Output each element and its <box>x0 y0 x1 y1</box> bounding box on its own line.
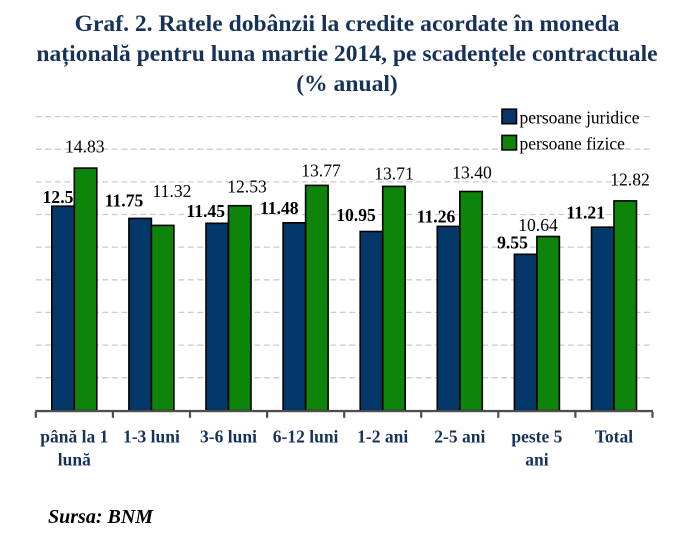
svg-text:11.48: 11.48 <box>260 198 299 218</box>
svg-text:1-2 ani: 1-2 ani <box>357 427 408 447</box>
svg-text:Sursa: BNM: Sursa: BNM <box>48 506 154 528</box>
svg-text:Total: Total <box>595 427 633 447</box>
svg-text:3-6 luni: 3-6 luni <box>200 427 257 447</box>
svg-text:(% anual): (% anual) <box>296 71 398 97</box>
svg-text:lună: lună <box>58 450 91 470</box>
svg-text:11.21: 11.21 <box>566 203 605 223</box>
svg-text:persoane juridice: persoane juridice <box>520 107 640 127</box>
svg-text:10.64: 10.64 <box>518 215 558 235</box>
svg-text:Graf. 2. Ratele dobânzii la cr: Graf. 2. Ratele dobânzii la credite acor… <box>75 11 620 37</box>
svg-text:11.26: 11.26 <box>417 206 456 226</box>
svg-text:1-3 luni: 1-3 luni <box>123 427 180 447</box>
svg-text:ani: ani <box>525 450 548 470</box>
svg-text:9.55: 9.55 <box>497 233 528 253</box>
svg-text:persoane fizice: persoane fizice <box>520 134 626 154</box>
svg-text:peste 5: peste 5 <box>511 427 562 447</box>
svg-text:2-5 ani: 2-5 ani <box>434 427 485 447</box>
svg-text:13.77: 13.77 <box>301 161 341 181</box>
svg-text:națională pentru luna martie 2: națională pentru luna martie 2014, pe sc… <box>36 41 657 67</box>
svg-text:până la 1: până la 1 <box>40 427 108 447</box>
svg-text:13.40: 13.40 <box>452 163 492 183</box>
svg-text:13.71: 13.71 <box>374 164 414 184</box>
svg-text:14.83: 14.83 <box>65 137 105 157</box>
svg-text:10.95: 10.95 <box>336 205 376 225</box>
svg-text:11.45: 11.45 <box>186 201 225 221</box>
svg-text:11.75: 11.75 <box>105 191 144 211</box>
svg-text:12.5: 12.5 <box>43 187 74 207</box>
svg-text:6-12 luni: 6-12 luni <box>273 427 339 447</box>
svg-text:12.53: 12.53 <box>227 177 267 197</box>
svg-text:12.82: 12.82 <box>610 170 650 190</box>
svg-text:11.32: 11.32 <box>153 181 192 201</box>
